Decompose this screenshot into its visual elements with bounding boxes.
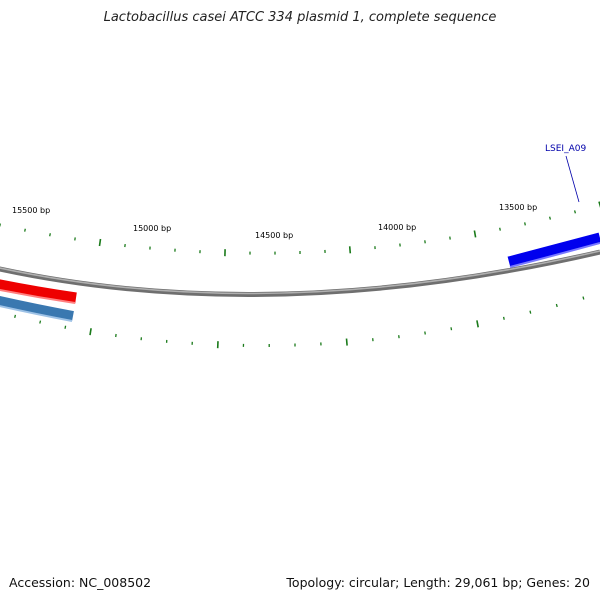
scale-tick-label: 14500 bp (255, 231, 293, 240)
accession-label: Accession: NC_008502 (9, 575, 152, 590)
scale-tick-minor (24, 228, 26, 232)
scale-tick-minor (14, 314, 17, 318)
plasmid-backbone-highlight (0, 250, 600, 295)
scale-tick-minor (573, 210, 577, 214)
scale-tick-minor (499, 227, 501, 231)
inner-scale-ticks (14, 296, 585, 349)
scale-tick-label: 13500 bp (499, 203, 537, 212)
scale-tick-label: 14000 bp (378, 223, 416, 232)
scale-tick-major (598, 201, 600, 208)
scale-tick-major (348, 246, 352, 254)
scale-tick-minor (64, 325, 67, 329)
scale-tick-label: 15000 bp (133, 224, 171, 233)
gene-feature-lsei-a09[interactable] (507, 232, 600, 268)
scale-tick-major (345, 338, 348, 346)
scale-tick-minor (450, 327, 453, 331)
scale-tick-labels: 15500 bp 15000 bp 14500 bp 14000 bp 13500 bp (12, 203, 537, 240)
plasmid-backbone (0, 249, 600, 297)
scale-tick-major (473, 230, 477, 238)
scale-tick-minor (39, 320, 42, 324)
scale-tick-minor (548, 216, 552, 220)
scale-tick-major (89, 328, 92, 336)
scale-tick-label: 15500 bp (12, 206, 50, 215)
scale-tick-minor (524, 222, 526, 226)
scale-tick-minor (49, 233, 51, 237)
gene-feature-blue[interactable] (0, 295, 74, 322)
scale-tick-minor (502, 316, 505, 320)
gene-label-leader (565, 155, 580, 203)
scale-tick-major (98, 238, 102, 247)
scale-tick-minor (582, 296, 585, 300)
topology-info: Topology: circular; Length: 29,061 bp; G… (286, 575, 590, 590)
scale-tick-minor (424, 331, 426, 335)
gene-label-lsei-a09[interactable]: LSEI_A09 (545, 144, 586, 154)
scale-tick-minor (555, 303, 558, 308)
outer-scale-ticks (0, 201, 600, 257)
scale-tick-major (476, 320, 479, 328)
scale-tick-minor (529, 310, 532, 314)
map-title: Lactobacillus casei ATCC 334 plasmid 1, … (103, 10, 497, 25)
gene-feature-red[interactable] (0, 279, 77, 304)
